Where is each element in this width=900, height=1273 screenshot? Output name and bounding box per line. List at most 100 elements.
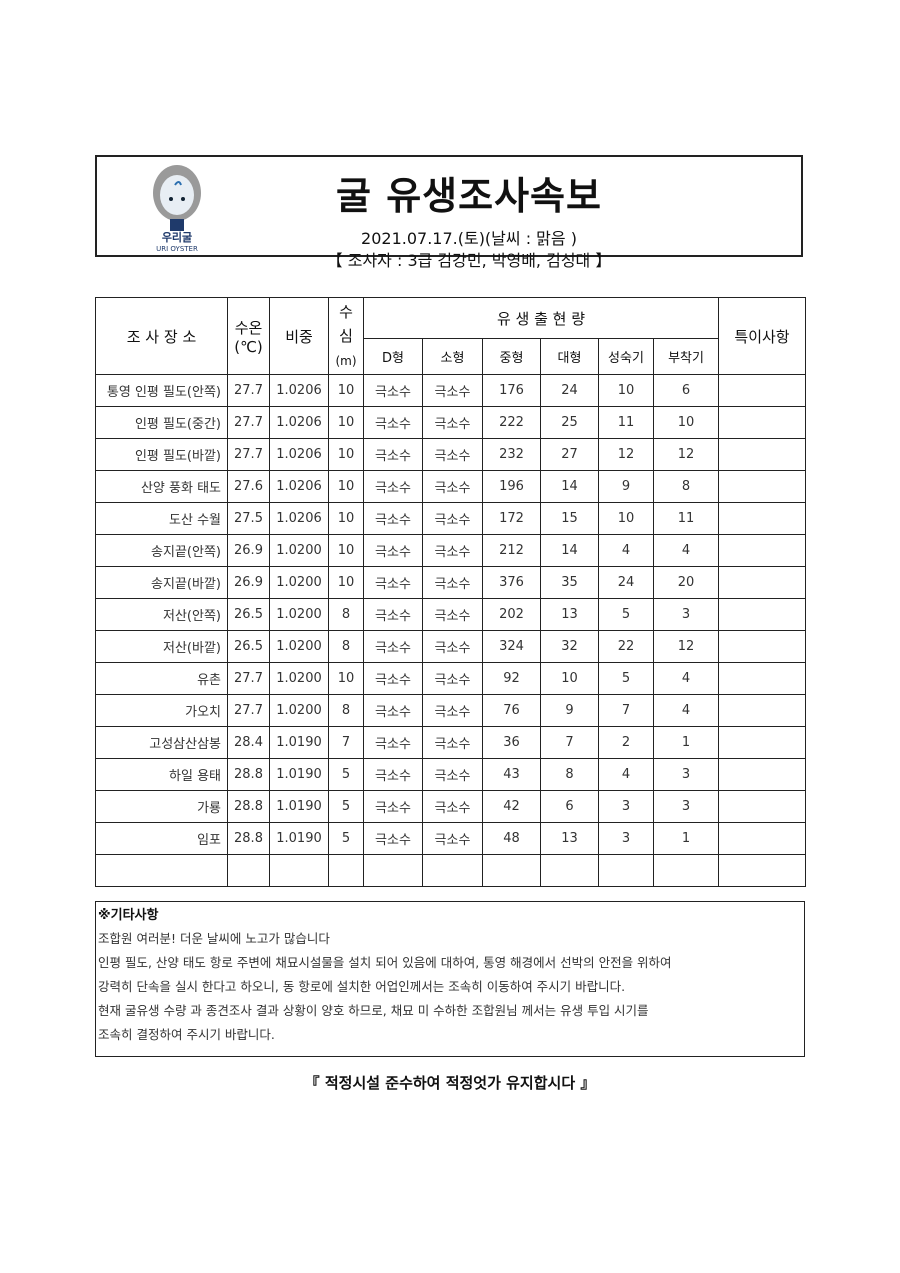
value-cell: 27.5 (227, 502, 270, 535)
value-cell: 32 (540, 630, 599, 663)
empty-cell (652, 854, 720, 887)
value-cell: 극소수 (363, 630, 423, 663)
note-line: 조합원 여러분! 더운 날씨에 노고가 많습니다 (98, 931, 330, 946)
value-cell: 9 (540, 694, 599, 727)
value-cell: 극소수 (363, 662, 423, 695)
table-row: 인평 필도(바깥) 27.7 1.0206 10 극소수 극소수 232 27 12 12 (95, 438, 807, 471)
value-cell: 10 (328, 470, 364, 503)
value-cell: 28.4 (227, 726, 270, 759)
header-density: 비중 (269, 297, 329, 375)
value-cell: 극소수 (422, 566, 483, 599)
location-cell: 송지끝(안쪽) (95, 534, 228, 567)
table-row: 고성삼산삼봉 28.4 1.0190 7 극소수 극소수 36 7 2 1 (95, 726, 807, 759)
value-cell: 8 (328, 630, 364, 663)
subheader-cell: 중형 (482, 338, 541, 375)
value-cell: 28.8 (227, 822, 270, 855)
value-cell: 27.7 (227, 694, 270, 727)
value-cell: 극소수 (363, 822, 423, 855)
value-cell: 324 (482, 630, 541, 663)
value-cell: 3 (652, 598, 720, 631)
value-cell: 26.5 (227, 630, 270, 663)
value-cell: 13 (540, 598, 599, 631)
value-cell: 3 (652, 790, 720, 823)
empty-cell (482, 854, 541, 887)
value-cell: 27.7 (227, 662, 270, 695)
value-cell: 36 (482, 726, 541, 759)
value-cell: 14 (540, 534, 599, 567)
table-row: 도산 수월 27.5 1.0206 10 극소수 극소수 172 15 10 11 (95, 502, 807, 535)
remarks-cell (718, 406, 807, 439)
value-cell: 10 (328, 406, 364, 439)
subheader-cell: 성숙기 (598, 338, 654, 375)
value-cell: 8 (328, 598, 364, 631)
empty-row (95, 854, 807, 887)
remarks-cell (718, 662, 807, 695)
value-cell: 1.0190 (269, 790, 329, 823)
value-cell: 76 (482, 694, 541, 727)
value-cell: 1.0206 (269, 374, 329, 407)
value-cell: 극소수 (422, 502, 483, 535)
value-cell: 8 (540, 758, 599, 791)
empty-cell (227, 854, 270, 887)
value-cell: 극소수 (363, 502, 423, 535)
value-cell: 376 (482, 566, 541, 599)
value-cell: 10 (328, 534, 364, 567)
value-cell: 27 (540, 438, 599, 471)
value-cell: 1.0190 (269, 822, 329, 855)
empty-cell (598, 854, 654, 887)
oyster-mascot-logo: 우리굴 URI OYSTER (153, 165, 201, 253)
value-cell: 극소수 (422, 662, 483, 695)
remarks-cell (718, 438, 807, 471)
value-cell: 15 (540, 502, 599, 535)
value-cell: 극소수 (363, 534, 423, 567)
value-cell: 극소수 (363, 598, 423, 631)
value-cell: 극소수 (422, 630, 483, 663)
value-cell: 8 (328, 694, 364, 727)
svg-text:우리굴: 우리굴 (162, 230, 192, 244)
remarks-cell (718, 726, 807, 759)
surveyors: 【 조사자 : 3급 김강민, 박영배, 김성대 】 (326, 251, 612, 270)
value-cell: 172 (482, 502, 541, 535)
value-cell: 9 (598, 470, 654, 503)
empty-cell (718, 854, 807, 887)
value-cell: 43 (482, 758, 541, 791)
value-cell: 12 (652, 630, 720, 663)
value-cell: 12 (652, 438, 720, 471)
value-cell: 27.6 (227, 470, 270, 503)
empty-cell (328, 854, 364, 887)
location-cell: 통영 인평 필도(안쪽) (95, 374, 228, 407)
value-cell: 1.0206 (269, 502, 329, 535)
remarks-cell (718, 470, 807, 503)
value-cell: 3 (652, 758, 720, 791)
value-cell: 26.9 (227, 534, 270, 567)
value-cell: 92 (482, 662, 541, 695)
value-cell: 10 (328, 374, 364, 407)
value-cell: 202 (482, 598, 541, 631)
value-cell: 극소수 (422, 694, 483, 727)
value-cell: 10 (328, 566, 364, 599)
value-cell: 11 (652, 502, 720, 535)
value-cell: 극소수 (363, 566, 423, 599)
value-cell: 27.7 (227, 374, 270, 407)
value-cell: 극소수 (422, 534, 483, 567)
value-cell: 10 (598, 502, 654, 535)
header-location: 조 사 장 소 (95, 297, 228, 375)
value-cell: 8 (652, 470, 720, 503)
value-cell: 27.7 (227, 438, 270, 471)
location-cell: 송지끝(바깥) (95, 566, 228, 599)
page-title: 굴 유생조사속보 (336, 174, 602, 218)
value-cell: 4 (652, 662, 720, 695)
date-weather: 2021.07.17.(토)(날씨 : 맑음 ) (361, 229, 577, 248)
value-cell: 극소수 (422, 758, 483, 791)
value-cell: 극소수 (422, 822, 483, 855)
value-cell: 48 (482, 822, 541, 855)
table-row: 통영 인평 필도(안쪽) 27.7 1.0206 10 극소수 극소수 176 24 10 6 (95, 374, 807, 407)
value-cell: 12 (598, 438, 654, 471)
value-cell: 4 (598, 758, 654, 791)
location-cell: 인평 필도(중간) (95, 406, 228, 439)
table-row: 저산(안쪽) 26.5 1.0200 8 극소수 극소수 202 13 5 3 (95, 598, 807, 631)
survey-table: 조 사 장 소 수온 (℃) 비중 수 심 (m) 유 생 출 현 량 특이사항 D형… (95, 297, 807, 887)
value-cell: 극소수 (363, 758, 423, 791)
value-cell: 5 (328, 790, 364, 823)
